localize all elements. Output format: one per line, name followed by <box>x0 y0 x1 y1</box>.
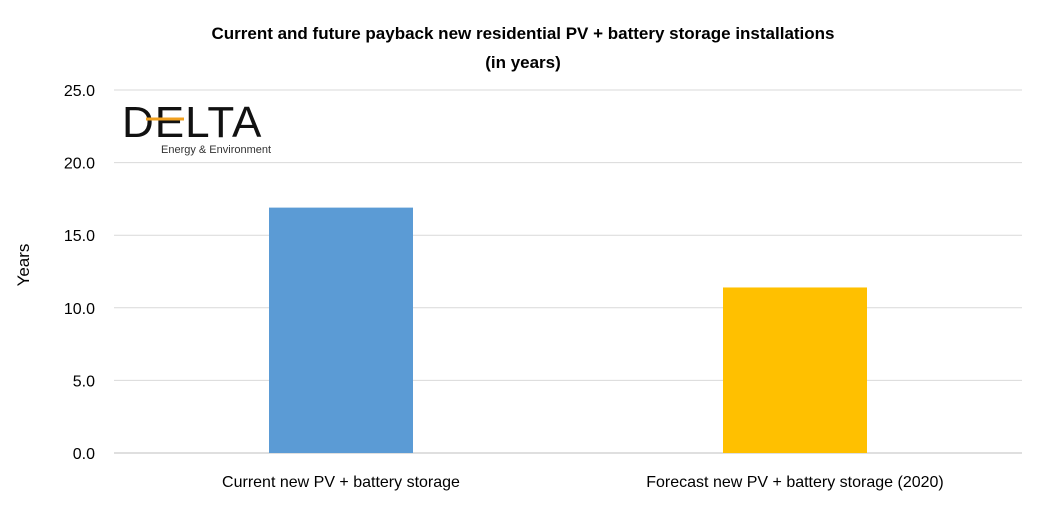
x-category-label: Current new PV + battery storage <box>222 474 460 491</box>
bars <box>269 207 867 453</box>
x-axis-categories: Current new PV + battery storage Forecast… <box>222 474 944 491</box>
y-axis-ticks: 0.0 5.0 10.0 15.0 20.0 25.0 <box>64 83 95 463</box>
y-tick-label: 5.0 <box>73 373 95 390</box>
gridlines <box>114 89 1022 454</box>
y-tick-label: 25.0 <box>64 83 95 100</box>
bar-1 <box>269 207 413 453</box>
chart-title-line2: (in years) <box>485 53 561 72</box>
y-tick-label: 10.0 <box>64 301 95 318</box>
x-category-label: Forecast new PV + battery storage (2020) <box>646 474 943 491</box>
logo-wordmark: DELTA <box>122 98 262 147</box>
chart-title-line1: Current and future payback new residenti… <box>211 24 834 43</box>
bar-2 <box>723 287 867 453</box>
logo-subtitle: Energy & Environment <box>161 144 271 156</box>
y-tick-label: 15.0 <box>64 228 95 245</box>
y-axis-label: Years <box>14 244 33 287</box>
delta-logo: DELTA Energy & Environment <box>122 98 271 156</box>
y-tick-label: 20.0 <box>64 156 95 173</box>
y-tick-label: 0.0 <box>73 446 95 463</box>
chart-title: Current and future payback new residenti… <box>211 24 834 72</box>
